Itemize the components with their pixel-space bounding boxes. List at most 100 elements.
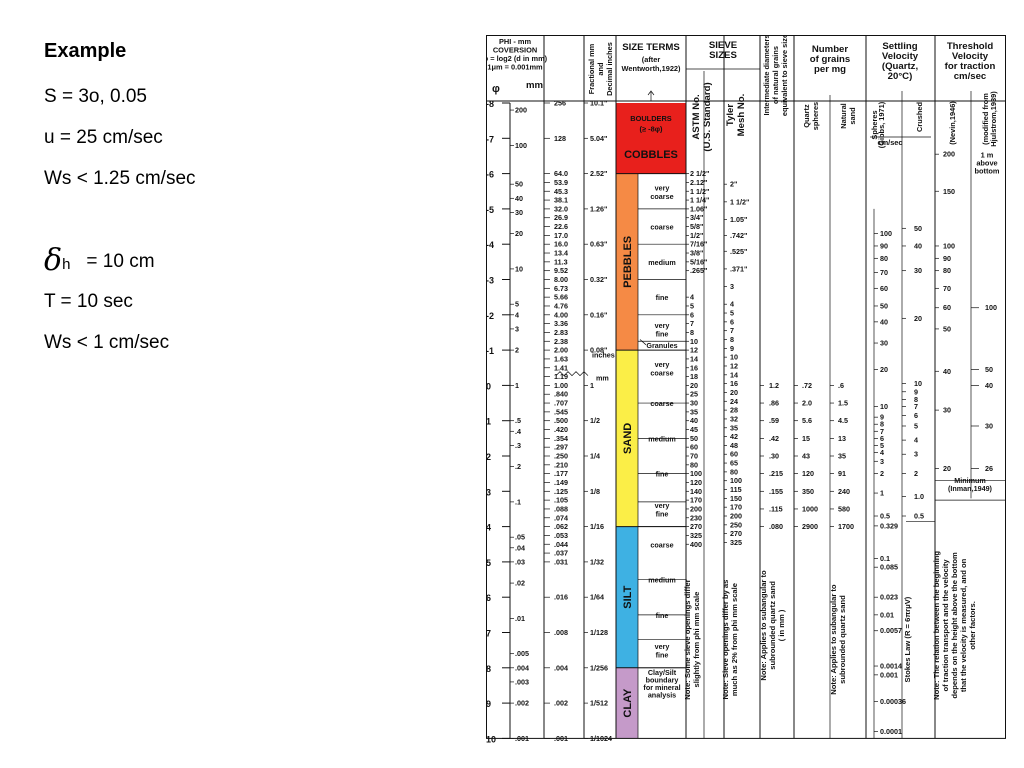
subclass-6-0: coarse	[650, 399, 673, 408]
modified-label-1: Hjulstrom,1939)	[989, 91, 998, 147]
mm-tick-label-28: .707	[554, 399, 568, 408]
spheres-value-21: 0.1	[880, 554, 890, 563]
spheres-value-18: 1	[880, 489, 884, 498]
mm-tick-label-25: 1.19	[554, 372, 568, 381]
mm-tick-label-47: .016	[554, 593, 568, 602]
granules-arrow	[639, 339, 647, 346]
phi-mm-tick-label-7: 5	[515, 300, 519, 309]
interm-value-8: .080	[769, 522, 783, 531]
tyler-value-4: .525"	[730, 247, 747, 256]
mm-tick-label-11: 13.4	[554, 249, 568, 258]
above-bottom-label-1: above	[976, 159, 997, 168]
tyler-header-0: Tyler	[725, 104, 736, 126]
example-delta-line: δh = 10 cm	[44, 246, 424, 290]
phi-mm-tick-label-14: .3	[515, 441, 521, 450]
astm-value-19: 14	[690, 354, 698, 363]
tyler-value-17: 20	[730, 388, 738, 397]
astm-value-9: 3/8"	[690, 249, 703, 258]
phi-mm-tick-label-22: .005	[515, 649, 529, 658]
frac-tick-label-11: 1/8	[590, 487, 600, 496]
mm-tick-label-6: 32.0	[554, 204, 568, 213]
astm-value-14: 6	[690, 310, 694, 319]
phi-tick-label-17: 9	[486, 699, 491, 709]
nevin-value-10: 20	[943, 464, 951, 473]
mm-tick-label-38: .125	[554, 487, 568, 496]
mm-tick-label-22: 2.00	[554, 346, 568, 355]
astm-value-30: 70	[690, 452, 698, 461]
quartz-label-1: spheres	[811, 102, 820, 130]
frac-tick-label-18: 1/1024	[590, 734, 612, 743]
interm-value-0: 1.2	[769, 381, 779, 390]
mm-tick-label-43: .053	[554, 531, 568, 540]
natural-value-2: 4.5	[838, 416, 848, 425]
modified-label-0: (modified from	[981, 93, 990, 145]
tyler-value-11: 8	[730, 335, 734, 344]
crushed-value-2: 30	[914, 266, 922, 275]
example-line-5: T = 10 sec	[44, 291, 133, 312]
delta-subscript: h	[62, 256, 71, 273]
minimum-label-1: (Inman,1949)	[948, 484, 993, 493]
subclass-4-0: very	[655, 321, 670, 330]
mm-tick-label-3: 53.9	[554, 178, 568, 187]
mm-tick-label-35: .210	[554, 460, 568, 469]
astm-value-18: 12	[690, 346, 698, 355]
frac-tick-label-2: 2.52"	[590, 169, 607, 178]
astm-value-5: 3/4"	[690, 213, 703, 222]
mm-tick-label-39: .105	[554, 496, 568, 505]
note-tyler-0: Note: Sieve openings differ by as	[721, 580, 730, 700]
interm-value-7: .115	[769, 504, 783, 513]
note-threshold-3: that the velocity is measured, and on	[959, 558, 968, 692]
mm-tick-label-12: 11.3	[554, 257, 568, 266]
phi-header-0: PHI - mm	[499, 37, 531, 46]
phi-tick-label-0: -8	[486, 99, 494, 109]
class-band-sand	[616, 350, 638, 527]
quartz-value-1: 2.0	[802, 399, 812, 408]
nevin-label: (Nevin,1946)	[948, 101, 957, 145]
mm-tick-label-15: 6.73	[554, 284, 568, 293]
phi-mm-tick-label-2: 50	[515, 180, 523, 189]
clay-boundary-label-0: Clay/Silt	[648, 668, 677, 677]
tyler-value-9: 6	[730, 317, 734, 326]
spheres-value-27: 0.001	[880, 670, 898, 679]
frac-tick-label-14: 1/64	[590, 593, 604, 602]
size-terms-arrow	[647, 90, 655, 101]
subclass-8-0: fine	[656, 470, 669, 479]
frac-tick-label-10: 1/4	[590, 452, 600, 461]
mm-tick-label-13: 9.52	[554, 266, 568, 275]
boulders-cobbles-block	[616, 103, 686, 174]
sieve-header-1: SIZES	[709, 50, 737, 61]
interm-header-0: Intermediate diameters	[762, 35, 771, 115]
mm-tick-label-32: .354	[554, 434, 568, 443]
mm-tick-label-10: 16.0	[554, 240, 568, 249]
subclass-3-0: fine	[656, 293, 669, 302]
spheres-value-4: 60	[880, 284, 888, 293]
astm-value-4: 1.06"	[690, 204, 707, 213]
astm-value-29: 60	[690, 443, 698, 452]
interm-value-2: .59	[769, 416, 779, 425]
phi-tick-label-4: -4	[486, 240, 494, 250]
phi-mm-tick-label-20: .02	[515, 579, 525, 588]
mm-tick-label-40: .088	[554, 504, 568, 513]
mm-tick-label-18: 4.00	[554, 310, 568, 319]
tyler-value-26: 80	[730, 467, 738, 476]
frac-tick-label-5: 0.32"	[590, 275, 607, 284]
subclass-4-1: fine	[656, 329, 669, 338]
crushed-value-11: 3	[914, 450, 918, 459]
quartz-label-0: Quartz	[802, 104, 811, 128]
nevin-value-8: 40	[943, 367, 951, 376]
cobbles-label: COBBLES	[624, 149, 678, 161]
mm-tick-label-33: .297	[554, 443, 568, 452]
phi-tick-label-7: -1	[486, 346, 494, 356]
minimum-label-0: Minimum	[954, 476, 986, 485]
frac-tick-label-9: 1/2	[590, 416, 600, 425]
mm-tick-label-9: 17.0	[554, 231, 568, 240]
chart-frame	[486, 35, 1006, 739]
phi-mm-tick-label-26: .001	[515, 734, 529, 743]
natural-label-1: sand	[848, 107, 857, 125]
phi-tick-label-3: -5	[486, 205, 494, 215]
spheres-value-8: 20	[880, 365, 888, 374]
threshold-header-3: cm/sec	[954, 71, 987, 82]
spheres-value-2: 80	[880, 254, 888, 263]
phi-mm-tick-label-3: 40	[515, 194, 523, 203]
frac-tick-label-7: 0.08"	[590, 346, 607, 355]
